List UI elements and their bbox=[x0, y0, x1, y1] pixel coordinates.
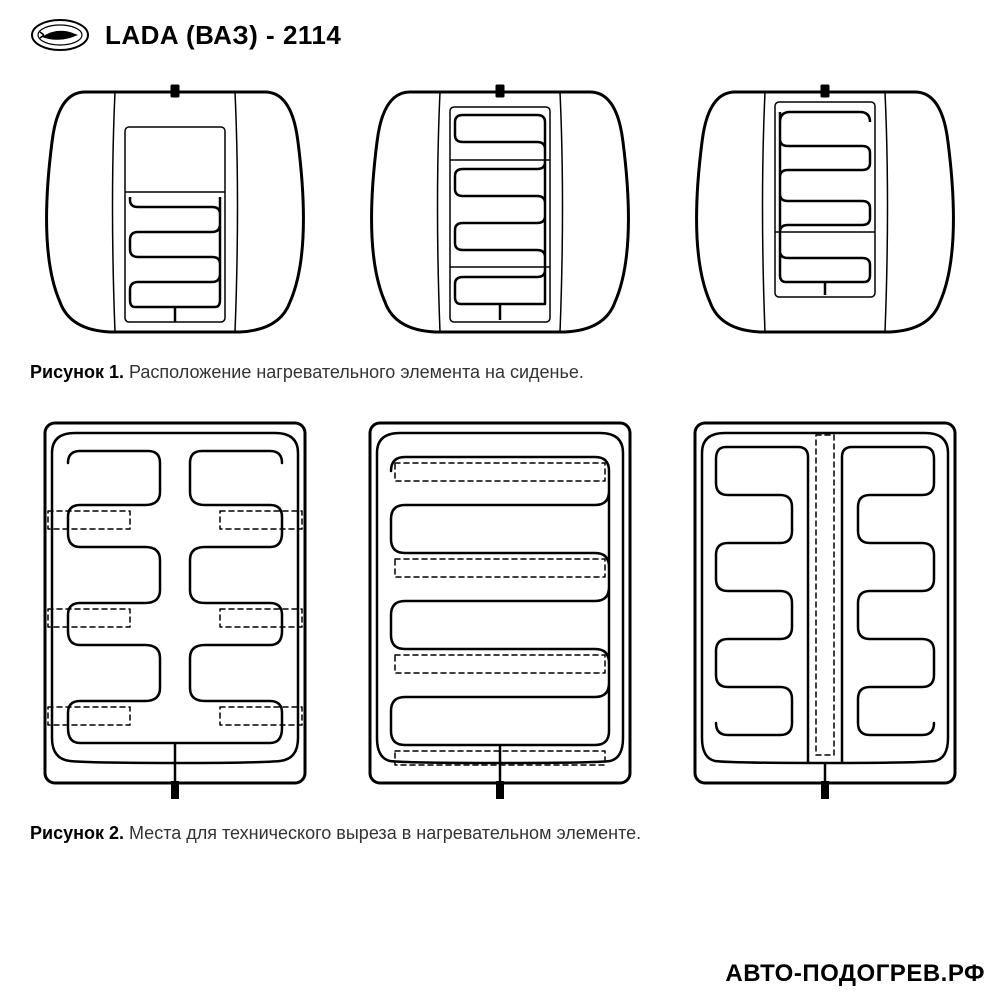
pad-diagram-2 bbox=[355, 413, 645, 803]
header: LADA (ВАЗ) - 2114 bbox=[0, 0, 1000, 62]
seat-diagram-2 bbox=[355, 82, 645, 342]
seat-diagram-3 bbox=[680, 82, 970, 342]
pad-diagram-1 bbox=[30, 413, 320, 803]
figure-1-row bbox=[0, 62, 1000, 352]
figure-2-label: Рисунок 2. bbox=[30, 823, 124, 843]
figure-2-caption: Рисунок 2. Места для технического выреза… bbox=[0, 813, 1000, 854]
figure-1-text: Расположение нагревательного элемента на… bbox=[124, 362, 584, 382]
figure-1-caption: Рисунок 1. Расположение нагревательного … bbox=[0, 352, 1000, 393]
figure-1-label: Рисунок 1. bbox=[30, 362, 124, 382]
seat-diagram-1 bbox=[30, 82, 320, 342]
lada-logo-icon bbox=[30, 18, 90, 52]
page-title: LADA (ВАЗ) - 2114 bbox=[105, 20, 341, 51]
footer-brand: АВТО-ПОДОГРЕВ.РФ bbox=[725, 960, 985, 988]
figure-2-text: Места для технического выреза в нагреват… bbox=[124, 823, 641, 843]
pad-diagram-3 bbox=[680, 413, 970, 803]
figure-2-row bbox=[0, 393, 1000, 813]
